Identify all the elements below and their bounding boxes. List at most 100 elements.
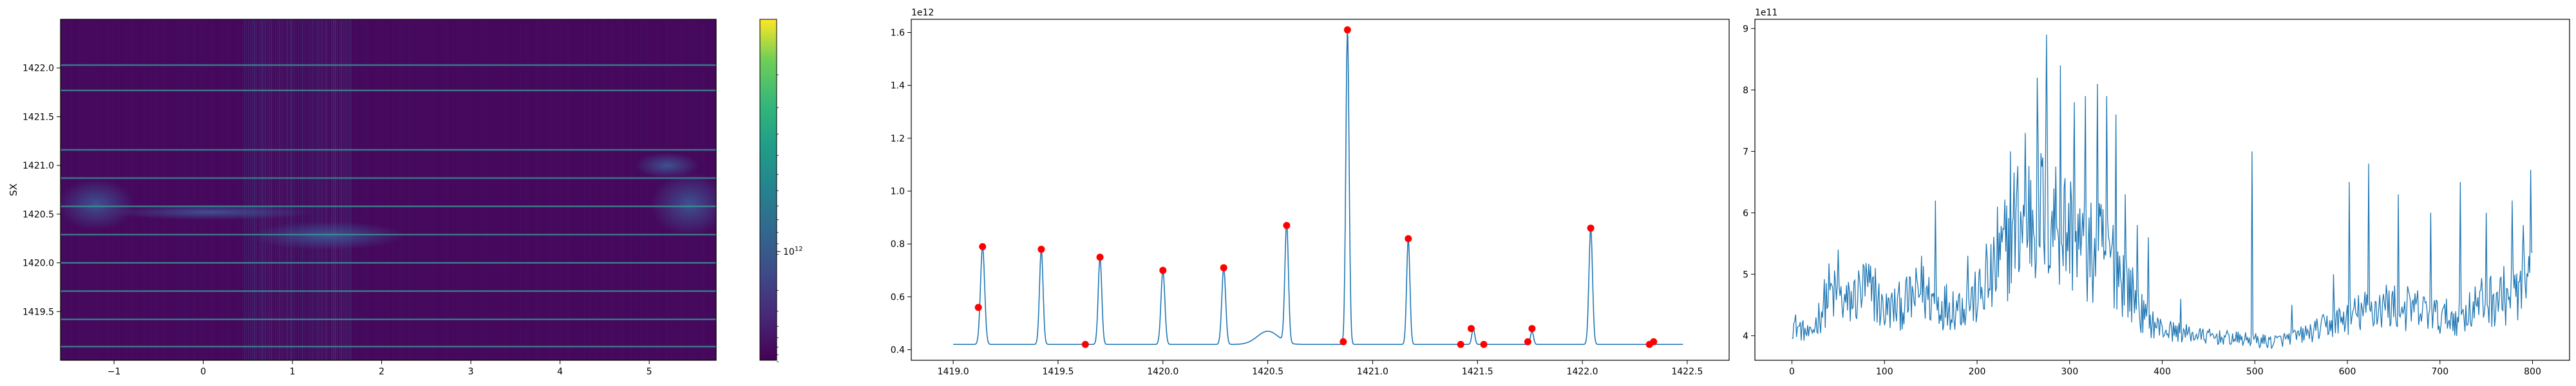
heatmap-column <box>366 19 367 360</box>
heatmap-column <box>472 19 473 360</box>
heatmap-column <box>600 19 601 360</box>
heatmap-column <box>632 19 634 360</box>
heatmap-column <box>524 19 526 360</box>
x-tick-label: 1422.5 <box>1671 367 1703 377</box>
heatmap-column <box>302 19 303 360</box>
heatmap-column <box>540 19 541 360</box>
heatmap-column <box>186 19 187 360</box>
heatmap-column <box>345 19 346 360</box>
heatmap-column <box>62 19 64 360</box>
heatmap-column <box>613 19 614 360</box>
peaks-axes: 1419.0 1419.5 1420.0 1420.5 1421.0 1421.5 1422… <box>891 28 1703 377</box>
heatmap-column <box>571 19 572 360</box>
heatmap-column <box>621 19 622 360</box>
heatmap-column <box>511 19 512 360</box>
heatmap-bright-line-core <box>61 262 716 264</box>
heatmap-column <box>238 19 240 360</box>
peak-marker <box>1457 340 1464 348</box>
series-axes: 0 100 200 300 400 500 600 700 800 4 5 6 7 8 9 <box>1743 24 2541 377</box>
heatmap-column <box>623 19 624 360</box>
heatmap-frame <box>60 19 717 361</box>
heatmap-column <box>281 19 282 360</box>
heatmap-column <box>576 19 578 360</box>
heatmap-column <box>350 19 352 360</box>
heatmap-column <box>470 19 471 360</box>
heatmap-column <box>385 19 386 360</box>
heatmap-column <box>437 19 439 360</box>
x-tick-label: 800 <box>2524 367 2541 377</box>
colorbar-tick-label: 1012 <box>783 246 803 257</box>
heatmap-column <box>231 19 232 360</box>
y-tick-label: 1419.5 <box>23 307 54 317</box>
heatmap-column <box>551 19 553 360</box>
heatmap-column <box>408 19 410 360</box>
heatmap-column <box>538 19 539 360</box>
heatmap-column <box>317 19 319 360</box>
heatmap-column <box>310 19 311 360</box>
peak-marker <box>1587 225 1595 232</box>
y-tick-label: 6 <box>1743 208 1748 219</box>
heatmap-column <box>582 19 583 360</box>
heatmap-image <box>61 19 716 360</box>
heatmap-column <box>277 19 278 360</box>
x-tick-label: 0 <box>200 367 206 377</box>
heatmap-column <box>422 19 423 360</box>
heatmap-column <box>194 19 195 360</box>
heatmap-column <box>501 19 502 360</box>
heatmap-column <box>389 19 390 360</box>
heatmap-column <box>149 19 151 360</box>
heatmap-column <box>312 19 313 360</box>
heatmap-column <box>457 19 458 360</box>
heatmap-bright-line-core <box>61 234 716 235</box>
heatmap-column <box>159 19 160 360</box>
heatmap-column <box>240 19 242 360</box>
y-tick-label: 9 <box>1743 24 1748 34</box>
heatmap-column <box>507 19 508 360</box>
heatmap-column <box>370 19 371 360</box>
heatmap-column <box>530 19 531 360</box>
heatmap-bright-line-core <box>61 318 716 320</box>
y-tick-label: 0.6 <box>891 292 905 302</box>
heatmap-column <box>146 19 147 360</box>
heatmap-column <box>188 19 189 360</box>
heatmap-column <box>497 19 498 360</box>
heatmap-column <box>634 19 636 360</box>
heatmap-column <box>283 19 284 360</box>
y-tick-label: 7 <box>1743 147 1748 157</box>
heatmap-column <box>609 19 611 360</box>
heatmap-column <box>480 19 481 360</box>
heatmap-column <box>565 19 566 360</box>
heatmap-column <box>627 19 628 360</box>
colorbar-tick-exponent: 12 <box>795 246 803 253</box>
heatmap-column <box>412 19 413 360</box>
heatmap-column <box>325 19 327 360</box>
heatmap-column <box>406 19 408 360</box>
heatmap-column <box>569 19 570 360</box>
heatmap-column <box>368 19 369 360</box>
x-tick-label: 1420.0 <box>1147 367 1179 377</box>
heatmap-column <box>236 19 238 360</box>
heatmap-column <box>285 19 286 360</box>
heatmap-column <box>215 19 216 360</box>
x-tick-label: 4 <box>557 367 563 377</box>
peak-marker <box>974 304 982 311</box>
y-tick-label: 1.4 <box>891 81 905 91</box>
peak-marker <box>1467 325 1475 333</box>
x-tick-label: 1419.0 <box>938 367 969 377</box>
heatmap-glow <box>61 178 135 230</box>
heatmap-column <box>173 19 174 360</box>
x-tick-label: 1421.5 <box>1462 367 1493 377</box>
heatmap-column <box>242 19 243 360</box>
heatmap-column <box>209 19 211 360</box>
heatmap-column <box>360 19 361 360</box>
heatmap-column <box>207 19 209 360</box>
heatmap-column <box>383 19 384 360</box>
y-tick-label: 1.6 <box>891 28 905 39</box>
heatmap-column <box>379 19 381 360</box>
heatmap-glow <box>650 172 716 237</box>
heatmap-column <box>190 19 191 360</box>
y-tick-label: 1420.5 <box>23 210 54 220</box>
heatmap-column <box>617 19 618 360</box>
heatmap-column <box>453 19 454 360</box>
y-tick-label: 0.8 <box>891 239 905 250</box>
